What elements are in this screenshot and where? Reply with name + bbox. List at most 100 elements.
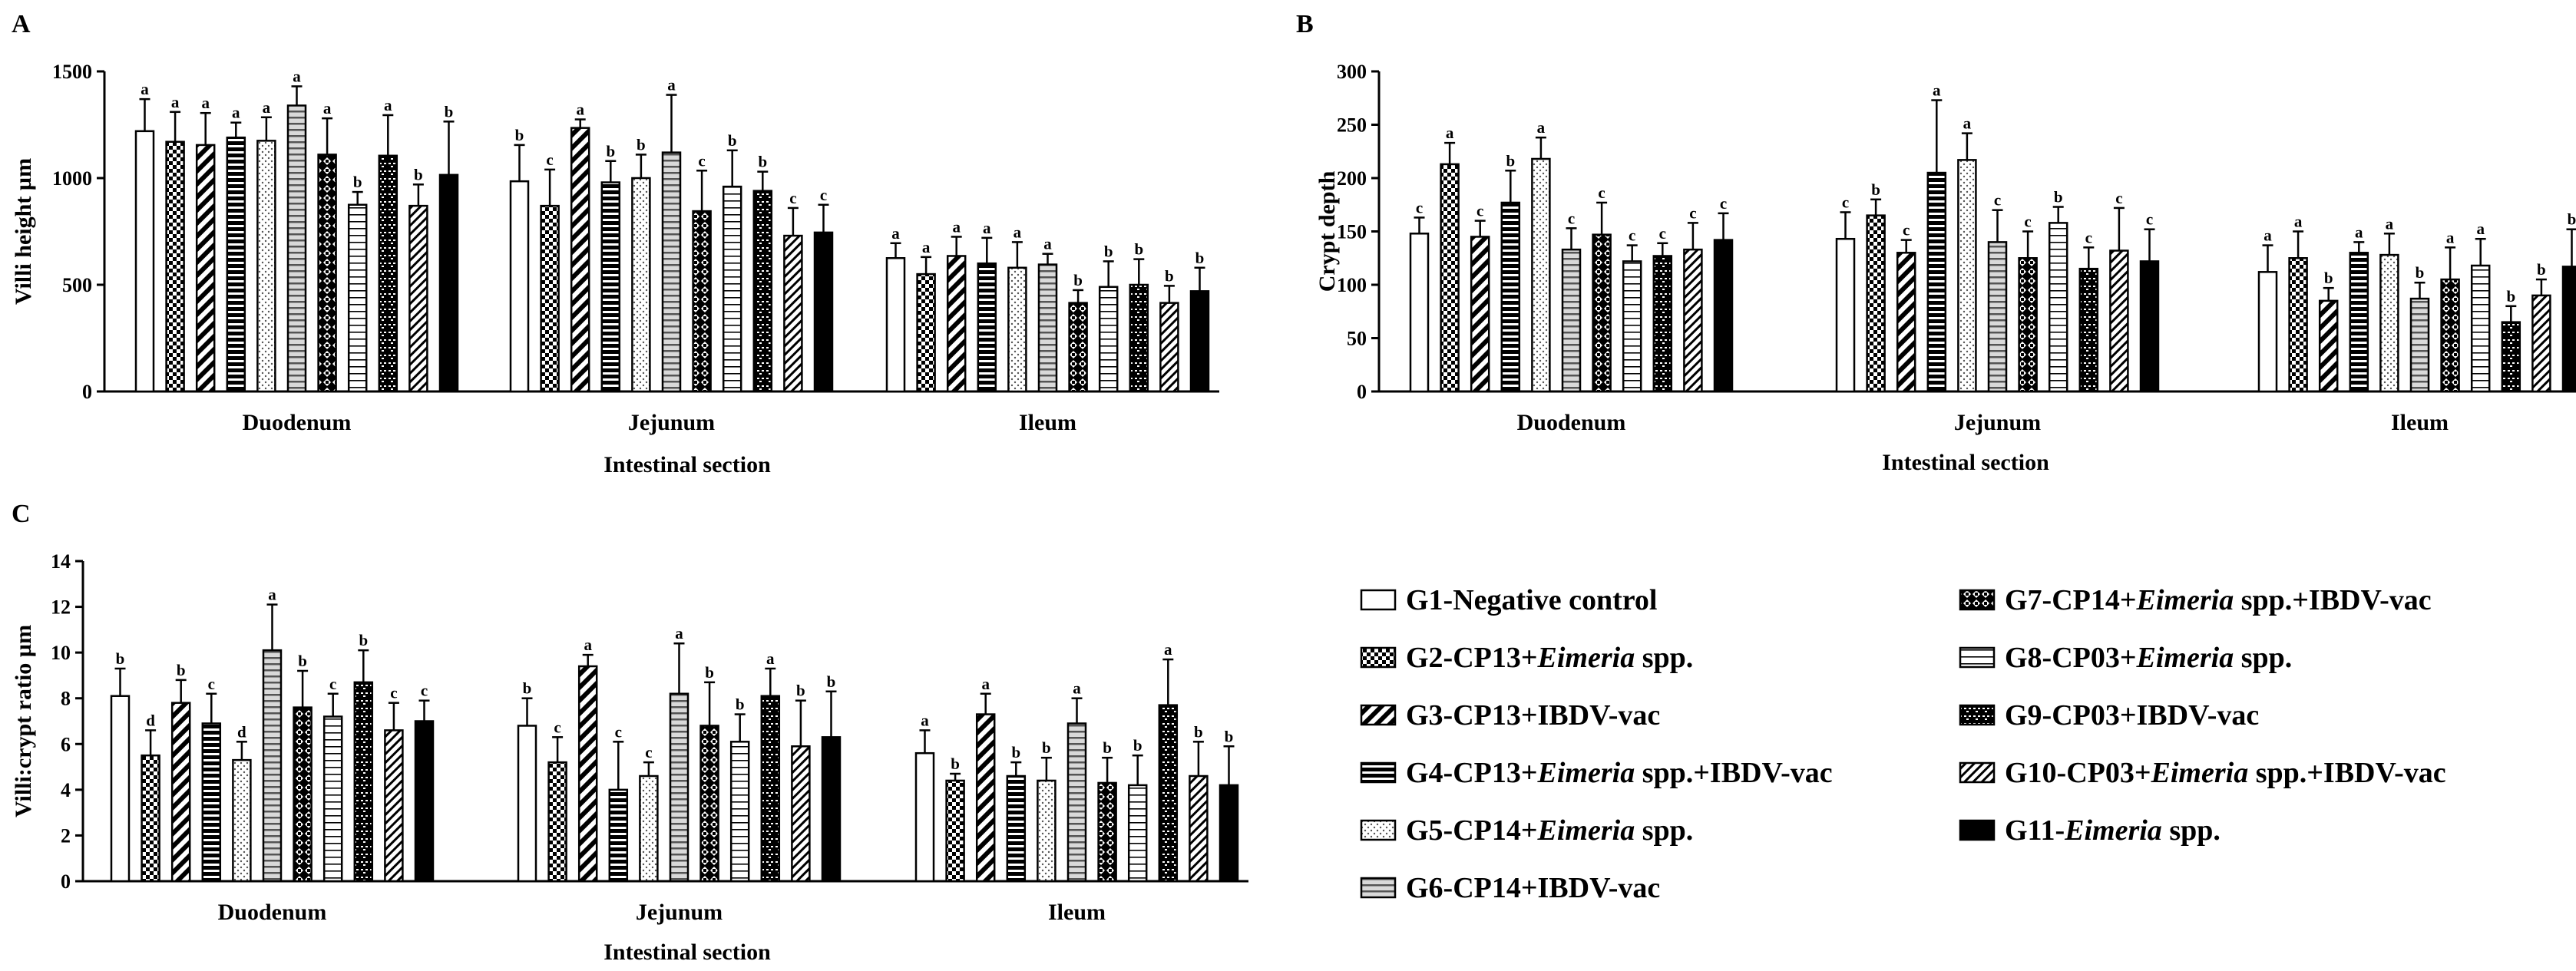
significance-letter: b <box>1011 743 1020 761</box>
legend-label: G8-CP03+Eimeria spp. <box>2005 642 2292 674</box>
significance-letter: b <box>116 649 125 668</box>
legend-item-g11: G11-Eimeria spp. <box>1959 814 2221 847</box>
bar-g6-jejunum <box>669 692 689 883</box>
significance-letter: b <box>758 153 767 171</box>
significance-letter: b <box>1195 249 1205 267</box>
y-tick-label: 250 <box>1337 114 1367 137</box>
bar-g11-duodenum <box>438 173 459 393</box>
bar-g11-ileum <box>1219 784 1239 883</box>
bar-g3-jejunum <box>1896 252 1916 393</box>
y-tick-label: 1500 <box>52 61 92 83</box>
bar-g10-jejunum <box>791 745 811 883</box>
y-axis-title: Villi:crypt ratio µm <box>11 625 36 817</box>
bar-g11-jejunum <box>813 231 834 393</box>
significance-letter: c <box>2115 189 2122 207</box>
significance-letter: b <box>951 755 960 773</box>
panel-letter-b: B <box>1296 10 1314 38</box>
significance-letter: c <box>1659 224 1666 243</box>
significance-letter: a <box>576 101 584 119</box>
bar-g2-duodenum <box>141 754 160 883</box>
bar-g8-jejunum <box>729 741 750 883</box>
significance-letter: b <box>298 652 307 670</box>
significance-letter: b <box>1042 738 1051 757</box>
bar-g10-ileum <box>1189 774 1209 883</box>
significance-letter: b <box>637 135 646 154</box>
bar-g4-jejunum <box>1926 171 1947 393</box>
significance-letter: b <box>1506 151 1515 170</box>
legend-swatch <box>1360 819 1397 841</box>
significance-letter: b <box>796 682 805 700</box>
significance-letter: c <box>1903 221 1910 239</box>
significance-letter: c <box>1842 193 1849 211</box>
legend-swatch <box>1959 761 1996 784</box>
significance-letter: a <box>675 624 683 642</box>
bar-g3-duodenum <box>195 144 216 393</box>
significance-letter: a <box>384 96 392 114</box>
bar-g7-ileum <box>2440 278 2460 393</box>
bar-g2-jejunum <box>1866 214 1886 393</box>
bar-g5-duodenum <box>1531 157 1551 393</box>
significance-letter: b <box>359 631 368 649</box>
y-tick-label: 0 <box>82 381 92 403</box>
significance-letter: a <box>2446 228 2455 246</box>
panel-c-plot: 0 2 4 6 8 10 12 14 Villi:crypt ratio µm Intestina… <box>11 550 1248 965</box>
significance-letter: b <box>414 165 423 183</box>
bar-g2-ileum <box>945 779 965 883</box>
y-tick-label: 4 <box>61 779 71 801</box>
x-axis-title: Intestinal section <box>1882 450 2049 475</box>
significance-letter: a <box>268 586 276 604</box>
y-axis-title: Villi height µm <box>11 158 36 305</box>
bar-g9-duodenum <box>1652 255 1673 393</box>
significance-letter: d <box>146 711 155 729</box>
bar-g8-ileum <box>1127 784 1148 883</box>
legend-swatch <box>1959 589 1996 611</box>
bar-g6-duodenum <box>286 104 307 393</box>
legend-swatch <box>1959 819 1996 841</box>
y-tick-label: 2 <box>61 824 71 847</box>
significance-letter: a <box>891 224 900 243</box>
bar-g5-ileum <box>2379 253 2399 393</box>
significance-letter: b <box>1073 271 1083 289</box>
significance-letter: c <box>1720 194 1727 213</box>
significance-letter: b <box>1225 727 1234 745</box>
bar-g10-duodenum <box>1683 248 1703 393</box>
significance-letter: b <box>2568 210 2576 229</box>
significance-letter: b <box>1133 736 1143 755</box>
bar-g2-jejunum <box>540 204 560 393</box>
x-category-label: Duodenum <box>218 900 327 925</box>
bar-g1-ileum <box>914 751 935 883</box>
y-axis-title: Crypt depth <box>1314 170 1340 292</box>
significance-letter: a <box>141 80 149 98</box>
significance-letter: c <box>645 743 652 761</box>
bar-g11-jejunum <box>2139 260 2160 393</box>
bar-g2-duodenum <box>165 140 185 393</box>
legend: G1-Negative control G2-CP13+Eimeria spp. G… <box>1360 584 2446 904</box>
bar-g4-duodenum <box>226 136 246 393</box>
y-tick-label: 300 <box>1337 61 1367 83</box>
legend-swatch <box>1360 704 1397 726</box>
significance-letter: c <box>1476 202 1483 220</box>
significance-letter: a <box>1073 679 1081 698</box>
significance-letter: b <box>515 126 524 144</box>
significance-letter: b <box>1134 240 1143 259</box>
legend-item-g5: G5-CP14+Eimeria spp. <box>1360 814 1693 847</box>
bar-g7-jejunum <box>699 725 719 883</box>
significance-letter: b <box>1104 242 1113 260</box>
bar-g1-duodenum <box>110 695 131 883</box>
significance-letter: c <box>1416 198 1423 216</box>
x-category-label: Jejunum <box>628 410 715 435</box>
bar-g1-ileum <box>2257 271 2278 393</box>
panel-a: A 0 500 1000 1500 Villi height µm Intestinal … <box>11 10 1219 477</box>
bar-g6-duodenum <box>262 649 283 883</box>
y-tick-label: 500 <box>62 274 92 296</box>
bar-g9-jejunum <box>760 695 781 883</box>
bar-g8-ileum <box>2470 264 2491 393</box>
bar-g11-duodenum <box>1713 239 1734 393</box>
y-tick-label: 150 <box>1337 221 1367 243</box>
bar-g4-ileum <box>977 262 997 393</box>
legend-label: G1-Negative control <box>1406 584 1658 616</box>
legend-label: G10-CP03+Eimeria spp.+IBDV-vac <box>2005 757 2446 789</box>
significance-letter: b <box>1871 180 1880 199</box>
bar-g8-duodenum <box>322 715 343 883</box>
significance-letter: a <box>171 93 180 111</box>
